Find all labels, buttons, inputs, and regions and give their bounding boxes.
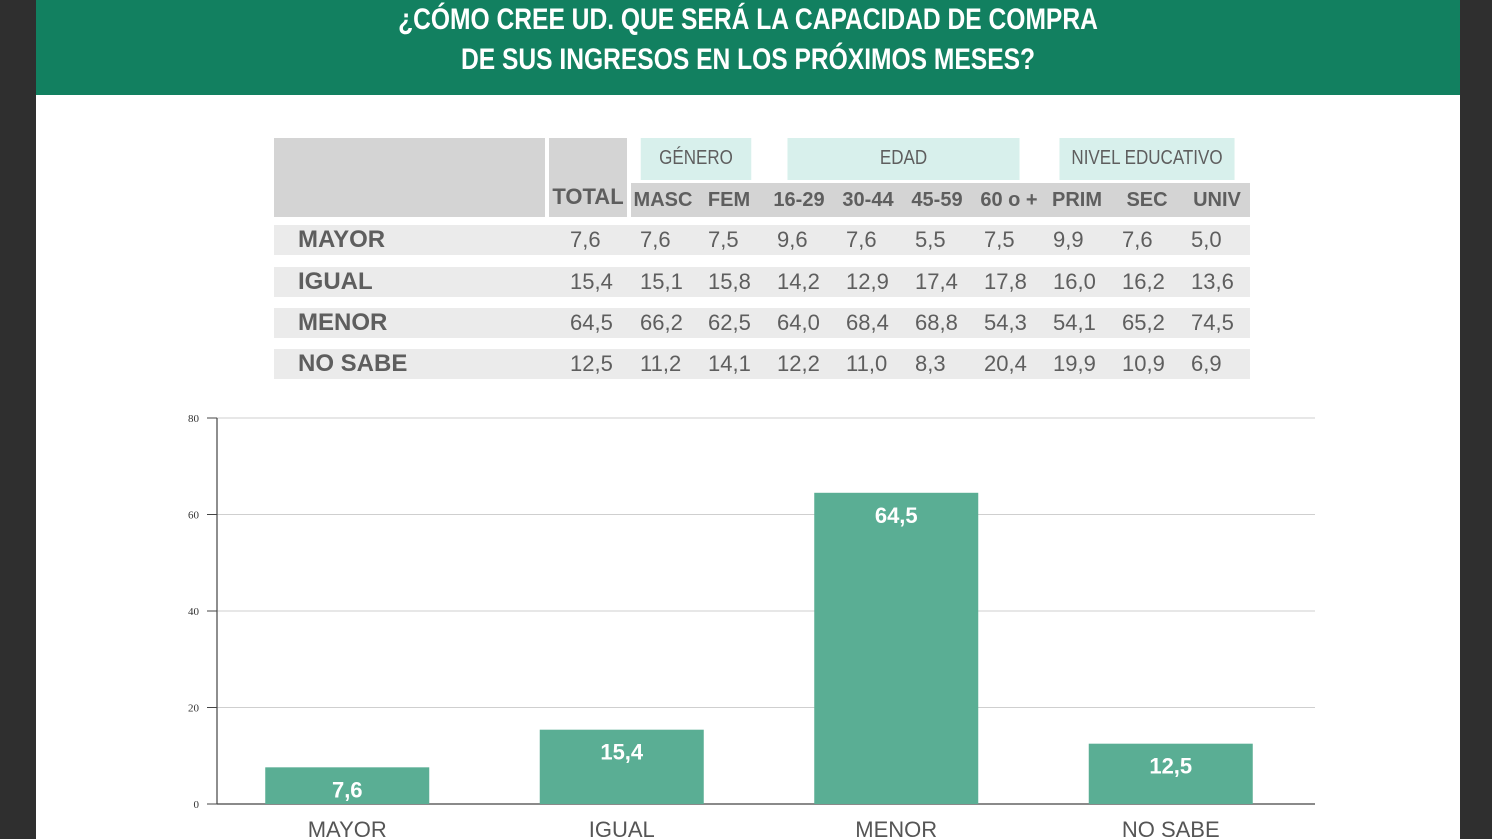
- table-header-blank: [274, 138, 545, 217]
- table-cell: 9,6: [777, 227, 808, 252]
- bar-chart: 0 20 40 60 80 7,6 MAYOR 15,4 IGUAL 64,5 MENOR 12,5 N…: [188, 413, 1315, 839]
- table-row: [274, 308, 1250, 338]
- title-line-1: ¿CÓMO CREE UD. QUE SERÁ LA CAPACIDAD DE …: [398, 3, 1098, 36]
- table-cell: 65,2: [1122, 310, 1165, 335]
- table-cell: 12,9: [846, 269, 889, 294]
- row-label: NO SABE: [298, 350, 408, 377]
- row-label: MAYOR: [298, 226, 386, 253]
- table-cell: 13,6: [1191, 269, 1234, 294]
- table-cell: 12,5: [570, 351, 613, 376]
- table-cell: 9,9: [1053, 227, 1084, 252]
- table-cell: 54,1: [1053, 310, 1096, 335]
- table-cell: 54,3: [984, 310, 1027, 335]
- y-tick-label: 40: [188, 606, 200, 618]
- table-cell: 68,4: [846, 310, 889, 335]
- title-banner: ¿CÓMO CREE UD. QUE SERÁ LA CAPACIDAD DE …: [36, 0, 1460, 95]
- table-row: [274, 349, 1250, 379]
- bar: [265, 767, 430, 804]
- y-tick-label: 80: [188, 413, 200, 425]
- table-cell: 19,9: [1053, 351, 1096, 376]
- subheader-univ: UNIV: [1193, 189, 1241, 211]
- table-cell: 64,0: [777, 310, 820, 335]
- table-cell: 15,4: [570, 269, 613, 294]
- subheader-60-plus: 60 o +: [980, 189, 1038, 211]
- table-cell: 11,2: [640, 351, 682, 376]
- table-cell: 17,8: [984, 269, 1027, 294]
- subheader-sec: SEC: [1126, 189, 1168, 211]
- table-cell: 5,5: [915, 227, 946, 252]
- table-cell: 14,1: [708, 351, 751, 376]
- table-cell: 5,0: [1191, 227, 1222, 252]
- table-cell: 7,6: [1122, 227, 1153, 252]
- table-cell: 7,6: [846, 227, 877, 252]
- bar-value-label: 7,6: [332, 777, 363, 802]
- table-cell: 66,2: [640, 310, 683, 335]
- table-cell: 68,8: [915, 310, 958, 335]
- subheader-30-44: 30-44: [842, 189, 894, 211]
- category-label: MAYOR: [308, 817, 387, 839]
- table-cell: 7,5: [984, 227, 1015, 252]
- table-cell: 11,0: [846, 351, 888, 376]
- subheader-fem: FEM: [707, 189, 751, 211]
- table-cell: 17,4: [915, 269, 958, 294]
- table-cell: 62,5: [708, 310, 751, 335]
- category-label: MENOR: [855, 817, 937, 839]
- table-cell: 10,9: [1122, 351, 1165, 376]
- table-cell: 15,8: [708, 269, 751, 294]
- bar-value-label: 12,5: [1149, 754, 1192, 779]
- bar: [539, 729, 704, 804]
- subheader-bar: [631, 183, 1250, 217]
- table-row: [274, 267, 1250, 297]
- group-header-genero: GÉNERO: [640, 138, 752, 180]
- table-cell: 7,6: [640, 227, 671, 252]
- subheader-prim: PRIM: [1052, 189, 1102, 211]
- table-cell: 16,2: [1122, 269, 1165, 294]
- table-row: [274, 225, 1250, 255]
- bar-value-label: 64,5: [875, 503, 918, 528]
- y-tick-label: 20: [188, 703, 200, 715]
- subheader-masc: MASC: [633, 189, 693, 211]
- category-label: NO SABE: [1122, 817, 1220, 839]
- row-label: IGUAL: [298, 268, 373, 295]
- table-cell: 6,9: [1191, 351, 1222, 376]
- table-cell: 64,5: [570, 310, 613, 335]
- table-cell: 15,1: [640, 269, 683, 294]
- category-label: IGUAL: [589, 817, 655, 839]
- table-cell: 20,4: [984, 351, 1027, 376]
- table-cell: 8,3: [915, 351, 946, 376]
- table-cell: 16,0: [1053, 269, 1096, 294]
- group-header-nivel-educativo: NIVEL EDUCATIVO: [1059, 138, 1235, 180]
- table-cell: 7,5: [708, 227, 739, 252]
- crosstab-table: TOTAL GÉNERO EDAD NIVEL EDUCATIVO MASC F…: [274, 138, 1250, 380]
- group-header-edad: EDAD: [787, 138, 1020, 180]
- title-line-2: DE SUS INGRESOS EN LOS PRÓXIMOS MESES?: [460, 43, 1036, 76]
- bar: [1088, 743, 1253, 804]
- table-cell: 14,2: [777, 269, 820, 294]
- row-label: MENOR: [298, 309, 388, 336]
- y-tick-label: 0: [194, 799, 200, 811]
- table-cell: 74,5: [1191, 310, 1234, 335]
- bar: [814, 492, 979, 804]
- subheader-45-59: 45-59: [911, 189, 963, 211]
- subheader-16-29: 16-29: [773, 189, 825, 211]
- slide: ¿CÓMO CREE UD. QUE SERÁ LA CAPACIDAD DE …: [36, 0, 1460, 839]
- bar-value-label: 15,4: [600, 740, 644, 765]
- total-header: TOTAL: [549, 138, 627, 217]
- table-cell: 7,6: [570, 227, 601, 252]
- y-tick-label: 60: [188, 510, 200, 522]
- table-cell: 12,2: [777, 351, 820, 376]
